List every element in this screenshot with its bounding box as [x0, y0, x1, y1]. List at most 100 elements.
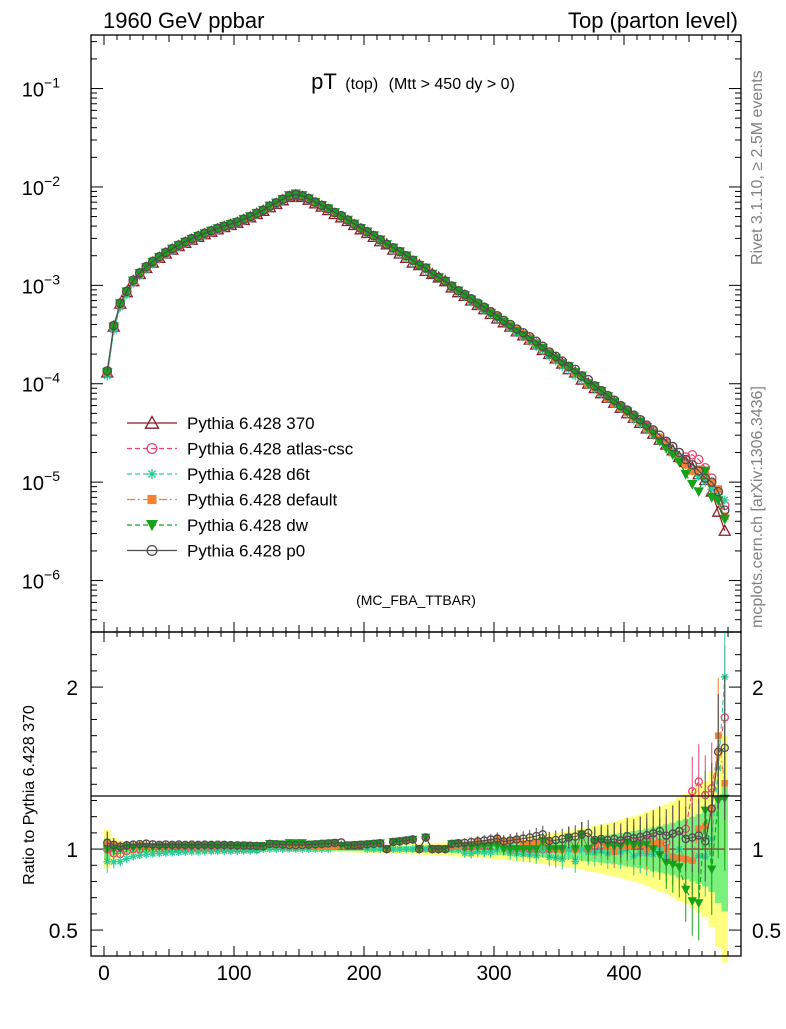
ratio-point-p0 — [226, 840, 235, 850]
ratio-point-p0 — [213, 840, 222, 849]
data-point-p0 — [537, 341, 548, 352]
data-point-p0 — [141, 261, 152, 272]
data-point-p0 — [622, 405, 633, 415]
data-point-p0 — [414, 260, 425, 271]
ratio-point-d6t — [148, 850, 157, 858]
ratio-point-p0 — [714, 747, 723, 757]
data-point-p0 — [297, 191, 308, 201]
data-point-p0 — [128, 275, 139, 285]
ratio-point-p0 — [375, 839, 385, 848]
ratio-point-p0 — [310, 840, 320, 849]
ratio-point-d6t — [402, 845, 411, 853]
data-point-p0 — [693, 466, 704, 476]
series-p0 — [102, 189, 730, 515]
ratio-point-p0 — [323, 839, 333, 848]
ratio-point-p0 — [460, 838, 469, 848]
ratio-point-p0 — [148, 840, 157, 849]
data-point-p0 — [375, 235, 386, 245]
main-axis-ticks — [91, 35, 741, 633]
data-point-p0 — [492, 311, 503, 321]
ratio-point-d6t — [564, 845, 573, 853]
data-point-p0 — [290, 189, 301, 200]
ratio-point-p0 — [174, 840, 183, 849]
data-point-p0 — [147, 256, 158, 267]
header-right: Top (parton level) — [568, 8, 738, 33]
data-point-p0 — [680, 454, 691, 465]
x-tick-label: 0 — [98, 962, 110, 985]
data-point-p0 — [648, 425, 659, 435]
data-point-p0 — [199, 228, 210, 238]
legend-label-atlas-csc: Pythia 6.428 atlas-csc — [187, 440, 354, 459]
data-point-d6t — [720, 495, 730, 505]
ratio-point-p0 — [616, 836, 626, 845]
ratio-point-d6t — [194, 847, 203, 856]
ratio-point-p0 — [122, 841, 132, 850]
data-point-p0 — [284, 191, 295, 201]
legend-label-d6t: Pythia 6.428 d6t — [187, 465, 310, 484]
ratio-point-p0 — [330, 838, 339, 848]
ratio-point-d6t — [226, 847, 235, 855]
ratio-point-p0 — [187, 840, 196, 849]
ratio-point-p0 — [440, 844, 450, 854]
main-y-tick-label: 10−6 — [22, 567, 60, 594]
data-point-dw — [719, 514, 730, 525]
data-point-p0 — [550, 351, 561, 362]
ratio-point-p0 — [584, 828, 593, 838]
data-point-p0 — [596, 385, 607, 396]
ratio-point-p0 — [193, 840, 203, 850]
tick-label-base: 10 — [22, 375, 44, 397]
x-tick-label: 100 — [216, 962, 251, 985]
ratio-point-p0 — [369, 839, 378, 849]
data-point-p0 — [186, 233, 197, 244]
ratio-y-tick-label-right: 1 — [752, 839, 764, 862]
data-point-p0 — [531, 336, 542, 347]
main-y-tick-labels: 10−610−510−410−310−210−1 — [22, 75, 60, 594]
data-point-p0 — [368, 230, 379, 241]
data-point-dw — [557, 359, 568, 370]
analysis-watermark: (MC_FBA_TTBAR) — [356, 592, 476, 608]
ratio-point-d6t — [155, 849, 164, 858]
x-tick-label: 200 — [346, 962, 381, 985]
tick-label-base: 10 — [22, 473, 44, 495]
ratio-point-p0 — [239, 841, 248, 850]
plot-title-sub1: (top) — [345, 76, 378, 93]
ratio-point-p0 — [232, 841, 242, 850]
main-panel: 10−610−510−410−310−210−1 pT (top) (Mtt >… — [22, 34, 742, 633]
data-point-p0 — [193, 231, 204, 241]
ratio-point-d6t — [395, 845, 404, 853]
ratio-y-tick-labels: 0.5 0.5 1 1 2 2 — [49, 677, 781, 943]
data-point-p0 — [336, 210, 347, 221]
plot-title-main: pT — [311, 69, 337, 94]
ratio-point-d6t — [467, 849, 476, 858]
ratio-point-d6t — [181, 848, 190, 856]
data-point-p0 — [459, 289, 470, 300]
data-point-dw — [680, 470, 691, 480]
ratio-point-d6t — [421, 845, 430, 853]
ratio-point-d6t — [265, 845, 274, 853]
ratio-point-p0 — [707, 804, 717, 813]
ratio-point-p0 — [180, 840, 190, 850]
data-point-atlas-csc — [693, 454, 704, 465]
legend-marker-370 — [144, 415, 160, 429]
ratio-point-d6t — [369, 845, 378, 853]
data-point-p0 — [635, 415, 646, 425]
ratio-point-dw — [525, 845, 535, 854]
data-point-dw — [550, 354, 561, 365]
ratio-point-p0 — [278, 840, 287, 849]
ratio-point-dw — [707, 865, 717, 875]
x-tick-label: 400 — [606, 962, 641, 985]
ratio-point-p0 — [675, 826, 684, 836]
ratio-point-p0 — [271, 839, 281, 849]
data-point-p0 — [401, 250, 412, 261]
ratio-point-d6t — [187, 848, 196, 856]
ratio-point-p0 — [200, 840, 209, 849]
tick-label-exponent: −3 — [44, 271, 60, 287]
data-point-p0 — [674, 447, 685, 458]
data-point-p0 — [121, 286, 132, 297]
data-point-p0 — [115, 298, 126, 308]
mcplots-reference-label: mcplots.cern.ch [arXiv:1306.3436] — [749, 386, 766, 628]
ratio-point-p0 — [434, 844, 443, 854]
data-point-p0 — [615, 400, 626, 411]
data-point-p0 — [154, 252, 165, 262]
ratio-point-p0 — [245, 841, 255, 851]
